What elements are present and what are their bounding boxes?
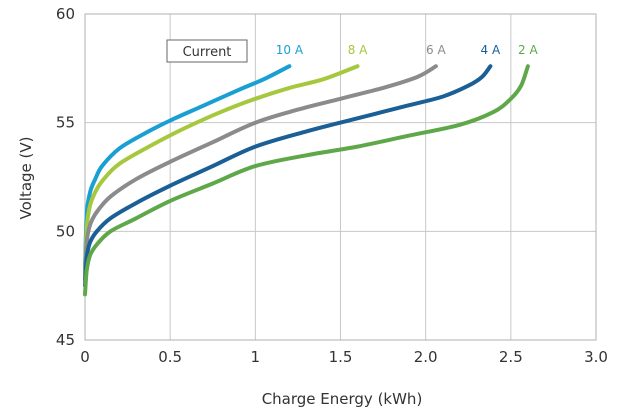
series-label: 2 A [518,43,538,57]
series-labels: 10 A 8 A 6 A 4 A 2 A [276,43,539,57]
series-label: 10 A [276,43,304,57]
series-label: 8 A [348,43,368,57]
series-line [83,64,438,282]
y-tick-label: 60 [56,5,75,23]
x-tick-label: 1.5 [329,348,353,366]
legend-title: Current [183,45,232,60]
series-line [83,64,360,277]
legend-box [166,39,248,63]
y-tick-label: 45 [56,331,75,349]
x-tick-label: 0.5 [158,348,182,366]
x-tick-label: 1 [251,348,261,366]
plot-frame [84,13,597,341]
series-lines [83,64,530,297]
x-axis-title: Charge Energy (kWh) [262,390,423,408]
x-tick-label: 3.0 [584,348,608,366]
axes: 0 0.5 1 1.5 2.0 2.5 3.0 45 50 55 60 [56,5,608,366]
y-tick-label: 55 [56,114,75,132]
y-tick-label: 50 [56,222,75,240]
series-line [83,64,493,288]
series-line [83,64,530,297]
x-tick-label: 2.5 [499,348,523,366]
series-label: 4 A [481,43,501,57]
x-tick-label: 0 [80,348,90,366]
y-axis-title: Voltage (V) [17,137,35,220]
grid [84,13,597,341]
x-tick-label: 2.0 [414,348,438,366]
series-line [83,64,292,271]
series-label: 6 A [426,43,446,57]
legend: Current [166,39,248,63]
